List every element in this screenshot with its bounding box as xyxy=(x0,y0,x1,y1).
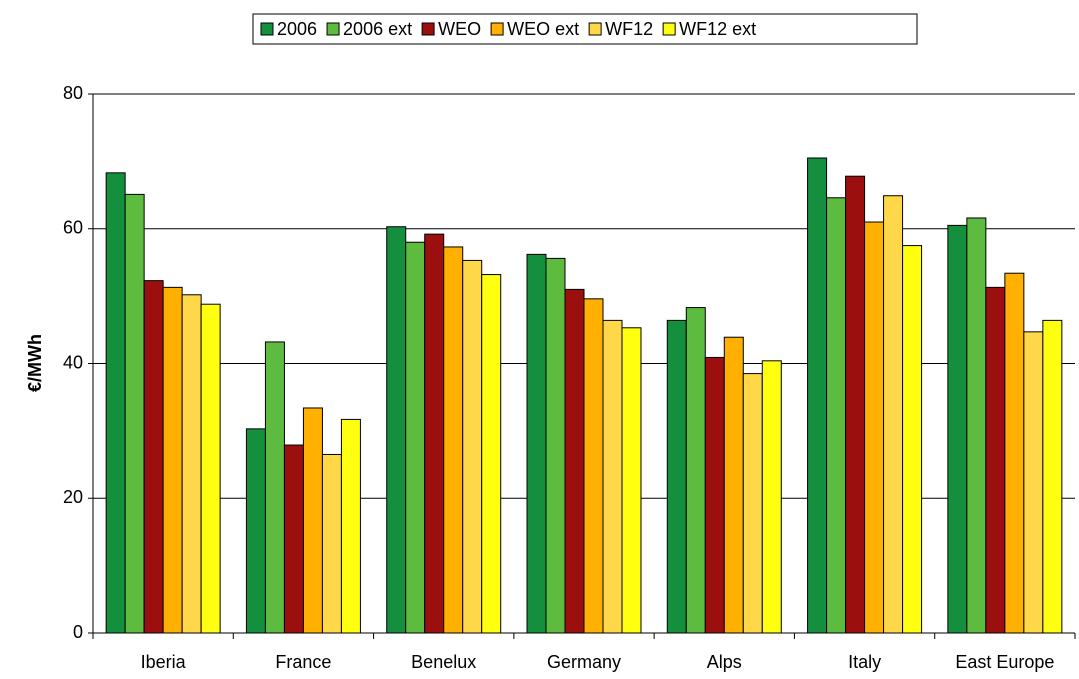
y-tick-label: 60 xyxy=(63,218,83,238)
y-axis-label: €/MWh xyxy=(25,334,45,392)
x-tick-label: France xyxy=(275,652,331,672)
y-tick-label: 40 xyxy=(63,352,83,372)
bar xyxy=(1042,319,1063,634)
bar xyxy=(761,360,782,634)
bar xyxy=(105,172,126,634)
bar xyxy=(162,286,183,634)
bar xyxy=(564,288,585,634)
bar xyxy=(602,319,623,634)
bar xyxy=(742,373,763,634)
x-tick-label: Benelux xyxy=(411,652,476,672)
bar xyxy=(902,245,923,634)
bar xyxy=(124,193,145,634)
bar xyxy=(181,294,202,634)
bar xyxy=(966,217,987,634)
legend-swatch xyxy=(588,22,602,36)
x-tick-label: Germany xyxy=(547,652,621,672)
bar xyxy=(807,157,828,634)
legend-swatch xyxy=(490,22,504,36)
bar xyxy=(245,428,266,634)
bar xyxy=(462,259,483,634)
y-tick-label: 0 xyxy=(73,622,83,642)
legend-label: WEO xyxy=(438,19,481,39)
x-tick-label: East Europe xyxy=(955,652,1054,672)
y-tick-label: 80 xyxy=(63,83,83,103)
legend-label: WEO ext xyxy=(507,19,579,39)
legend-label: 2006 xyxy=(277,19,317,39)
bar xyxy=(526,253,547,634)
bar xyxy=(864,221,885,634)
bar xyxy=(723,336,744,634)
bar xyxy=(340,418,361,634)
legend-label: WF12 xyxy=(605,19,653,39)
legend-label: WF12 ext xyxy=(679,19,756,39)
x-tick-label: Iberia xyxy=(141,652,187,672)
bar xyxy=(545,257,566,634)
bar xyxy=(143,280,164,634)
x-tick-label: Italy xyxy=(848,652,881,672)
legend-box xyxy=(252,13,918,45)
bar xyxy=(947,224,968,634)
y-tick-label: 20 xyxy=(63,487,83,507)
legend-swatch xyxy=(326,22,340,36)
bar xyxy=(321,453,342,634)
legend-label: 2006 ext xyxy=(343,19,412,39)
bar xyxy=(386,226,407,634)
x-tick-label: Alps xyxy=(707,652,742,672)
legend-swatch xyxy=(421,22,435,36)
bar xyxy=(685,307,706,634)
bar xyxy=(481,274,502,634)
bar xyxy=(666,319,687,634)
legend-swatch xyxy=(662,22,676,36)
bar xyxy=(985,286,1006,634)
bar xyxy=(704,356,725,634)
bar xyxy=(443,246,464,634)
bar xyxy=(424,233,445,634)
bar xyxy=(405,241,426,634)
legend-swatch xyxy=(260,22,274,36)
bar xyxy=(621,327,642,634)
bar xyxy=(200,303,221,634)
bar xyxy=(1023,331,1044,634)
bar xyxy=(826,197,847,634)
bar xyxy=(583,298,604,634)
bar xyxy=(1004,272,1025,634)
bar xyxy=(883,195,904,634)
bar xyxy=(264,341,285,634)
bar xyxy=(845,175,866,634)
bar xyxy=(283,444,304,634)
bar xyxy=(302,407,323,634)
